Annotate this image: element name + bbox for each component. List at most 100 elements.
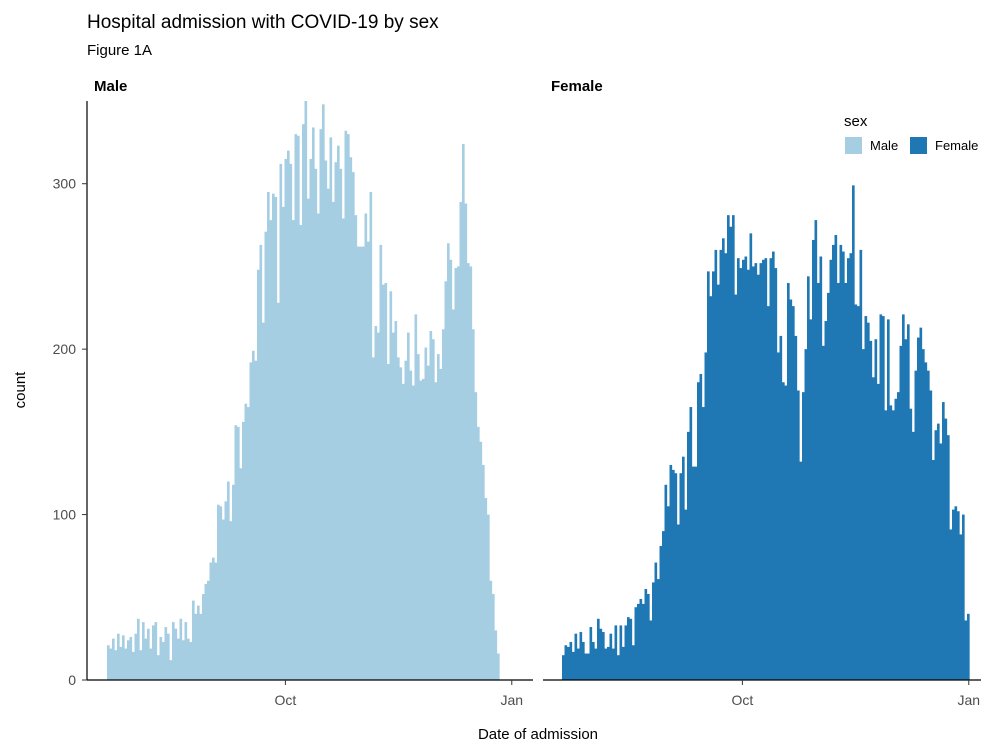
- female-bars: [562, 185, 970, 681]
- female-bar: [914, 370, 918, 680]
- female-bar: [849, 253, 853, 680]
- female-bar: [634, 607, 638, 680]
- female-bar: [657, 579, 660, 680]
- female-bar: [857, 306, 860, 680]
- female-bar: [749, 233, 753, 680]
- male-bar: [412, 385, 415, 680]
- male-bar: [382, 284, 385, 680]
- male-bar: [357, 246, 360, 680]
- male-bar: [342, 218, 345, 680]
- female-bar: [834, 235, 838, 680]
- female-bar: [889, 405, 893, 680]
- male-bar: [227, 481, 230, 680]
- male-bar: [397, 357, 400, 680]
- male-bar: [162, 641, 165, 680]
- female-bar: [814, 220, 818, 681]
- male-bar: [119, 646, 123, 680]
- male-bar: [222, 519, 225, 680]
- male-bar: [264, 231, 268, 680]
- female-bar: [772, 251, 775, 681]
- female-bar: [577, 648, 580, 680]
- female-bar: [759, 263, 763, 680]
- female-bar: [842, 251, 845, 681]
- female-bar: [752, 266, 755, 680]
- male-bar: [444, 281, 448, 680]
- female-bar: [712, 271, 715, 680]
- female-bar: [964, 620, 968, 680]
- male-bar: [277, 302, 280, 680]
- y-tick-label: 200: [53, 341, 77, 357]
- female-bar: [802, 392, 805, 680]
- male-bar: [209, 562, 213, 680]
- male-bar: [437, 354, 440, 680]
- female-bar: [954, 506, 958, 680]
- male-bar: [379, 244, 383, 681]
- male-bar: [199, 613, 203, 680]
- x-axis-title: Date of admission: [478, 726, 598, 743]
- female-bar: [602, 632, 605, 680]
- female-bar: [614, 625, 618, 680]
- female-bar: [692, 466, 695, 680]
- female-bar: [784, 385, 788, 680]
- female-bar: [879, 314, 883, 680]
- y-tick-label: 300: [53, 176, 77, 192]
- female-bar: [812, 239, 815, 680]
- female-bar: [644, 589, 648, 680]
- female-bar: [919, 327, 923, 680]
- female-bar: [684, 509, 688, 680]
- female-bar: [642, 603, 645, 680]
- male-bar: [392, 332, 395, 680]
- female-bar: [762, 259, 765, 680]
- female-bar: [694, 466, 698, 680]
- male-bar: [232, 484, 235, 680]
- female-bar: [949, 529, 953, 680]
- female-bar: [597, 618, 600, 680]
- male-bar: [419, 380, 423, 680]
- female-bar: [864, 316, 868, 680]
- female-bar: [929, 390, 933, 680]
- male-bar: [187, 638, 190, 680]
- female-bar: [899, 345, 903, 680]
- male-bar: [257, 269, 260, 680]
- male-bar: [449, 259, 453, 680]
- male-bar: [474, 392, 478, 680]
- female-bar: [817, 282, 820, 680]
- male-bar: [329, 137, 333, 680]
- male-bar: [229, 521, 233, 680]
- female-bar: [647, 593, 650, 680]
- male-bar: [152, 625, 155, 680]
- female-bar: [734, 294, 738, 680]
- male-bar: [174, 628, 178, 680]
- female-bar: [859, 249, 863, 680]
- male-bar: [214, 562, 218, 680]
- female-bar: [902, 314, 905, 680]
- female-bar: [707, 271, 710, 680]
- male-bar: [284, 158, 288, 680]
- female-bar: [769, 258, 773, 680]
- male-bar: [389, 291, 393, 680]
- male-bar: [334, 162, 338, 680]
- male-bar: [207, 580, 210, 680]
- female-bar: [779, 335, 783, 680]
- male-bar: [117, 633, 120, 680]
- male-bar: [259, 244, 263, 681]
- male-bar: [219, 506, 223, 680]
- male-bar: [254, 360, 258, 680]
- male-bar: [212, 557, 215, 680]
- male-bar: [377, 332, 380, 680]
- female-bar: [924, 362, 928, 680]
- male-bar: [487, 514, 490, 680]
- female-bar: [837, 282, 840, 680]
- male-bar: [324, 160, 328, 681]
- male-bar: [387, 364, 390, 680]
- male-bar: [489, 580, 493, 680]
- male-bar: [129, 636, 133, 680]
- male-bar: [399, 367, 403, 680]
- male-bar: [337, 145, 340, 681]
- female-bar: [967, 613, 970, 680]
- female-bar: [822, 345, 825, 680]
- female-bar: [844, 282, 848, 680]
- x-tick-label: Jan: [957, 692, 980, 708]
- female-bar: [704, 352, 708, 680]
